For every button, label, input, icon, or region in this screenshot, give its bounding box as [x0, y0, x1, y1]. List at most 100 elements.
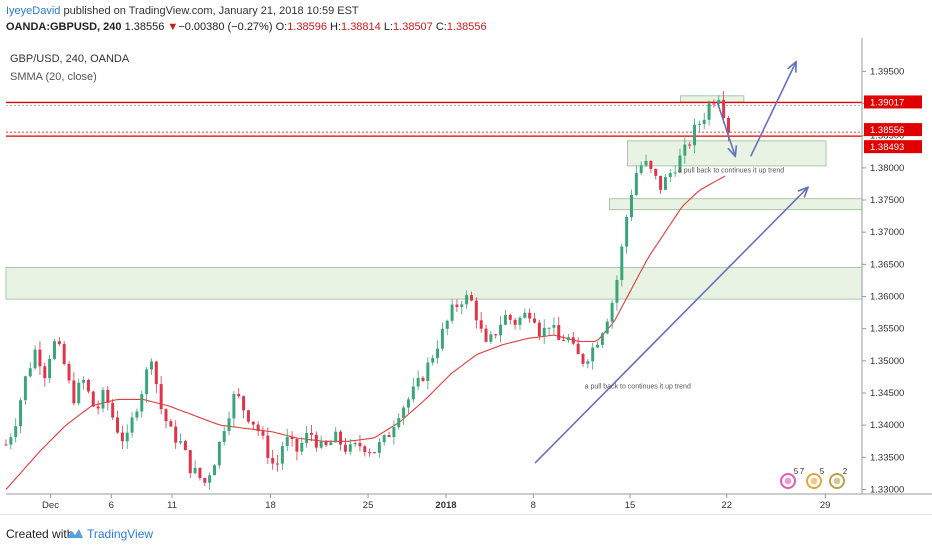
legend-indicator: SMMA (20, close): [10, 71, 97, 83]
candle-body: [343, 444, 347, 452]
candle-body: [557, 325, 561, 341]
candle-body: [174, 426, 178, 443]
candle-body: [213, 465, 216, 476]
candle-body: [426, 362, 430, 381]
candle-body: [455, 304, 459, 307]
candle-body: [397, 418, 401, 428]
down-triangle-icon: ▼: [167, 21, 179, 33]
candle-body: [106, 389, 110, 403]
candle-body: [305, 432, 309, 444]
candle-body: [610, 302, 614, 322]
candle-body: [537, 322, 541, 337]
candle-body: [290, 437, 294, 439]
candle-body: [232, 394, 236, 419]
candle-body: [518, 317, 522, 325]
x-tick-label: 22: [721, 500, 732, 511]
y-tick-label: 1.37500: [870, 195, 904, 206]
candle-body: [460, 304, 464, 307]
candle-body: [712, 103, 716, 105]
x-tick-label: 18: [265, 500, 276, 511]
annotation-text-1: a pull back to continues it up trend: [585, 384, 691, 391]
candle-body: [663, 177, 667, 190]
price-level-tag-label: 1.38556: [870, 125, 904, 136]
candle-body: [33, 349, 37, 369]
candle-body: [620, 246, 624, 280]
candle-body: [309, 432, 313, 435]
candle-body: [72, 380, 76, 404]
candle-body: [62, 344, 66, 365]
candle-body: [237, 394, 241, 397]
candle-body: [295, 438, 299, 452]
candle-body: [377, 442, 381, 453]
y-tick-label: 1.36000: [870, 292, 904, 303]
x-tick-label: 11: [167, 500, 177, 511]
calendar-badge-count: 2: [843, 467, 848, 476]
candle-body: [348, 444, 352, 452]
candle-body: [392, 427, 396, 438]
price-chart[interactable]: a pull back to continues it up trend a pu…: [0, 38, 932, 514]
candle-body: [562, 340, 566, 342]
axes: 1.33000 1.33500 1.34000 1.34500 1.35000 1.355…: [6, 38, 932, 511]
candle-body: [576, 343, 580, 355]
low-label: L:: [383, 21, 394, 33]
candle-body: [474, 300, 478, 321]
candle-body: [266, 435, 270, 458]
candle-body: [479, 320, 483, 329]
candle-body: [697, 124, 701, 126]
open-value: 1.38596: [287, 21, 327, 33]
x-tick-label: 6: [109, 500, 114, 511]
candle-body: [673, 172, 677, 174]
candle-body: [96, 406, 100, 409]
calendar-flag-dot: [810, 477, 818, 485]
candle-body: [542, 327, 546, 337]
candle-body: [440, 328, 444, 349]
price-level-tag-bg: [864, 95, 922, 109]
candle-body: [154, 361, 158, 385]
candle-body: [246, 410, 250, 422]
calendar-flag-dot: [784, 477, 792, 485]
y-tick-label: 1.34000: [870, 420, 904, 431]
candle-body: [431, 357, 435, 363]
last-price: 1.38556: [124, 21, 165, 33]
x-tick-label: 25: [363, 500, 374, 511]
candle-body: [547, 327, 551, 329]
candle-body: [469, 295, 473, 301]
candle-body: [707, 103, 711, 120]
candle-body: [77, 382, 81, 404]
candle-body: [208, 475, 212, 483]
candle-body: [382, 435, 386, 443]
support-zones: [5, 95, 863, 300]
candle-body: [533, 318, 537, 323]
candle-body: [23, 376, 27, 401]
high-value: 1.38814: [341, 21, 381, 33]
candle-body: [9, 437, 13, 445]
candle-body: [649, 160, 653, 169]
candle-body: [528, 312, 532, 319]
candle-body: [591, 347, 595, 362]
calendar-badge-count: 5: [794, 467, 799, 476]
candle-body: [552, 325, 556, 328]
candle-body: [625, 217, 629, 247]
candle-body: [217, 441, 221, 466]
author-link[interactable]: IyeyeDavid: [6, 5, 61, 17]
candle-body: [421, 377, 425, 381]
tradingview-brand-link[interactable]: TradingView: [87, 527, 154, 541]
zone-3: [680, 95, 745, 103]
zone-0: [5, 267, 863, 300]
y-tick-label: 1.39500: [870, 66, 904, 77]
price-level-tag-label: 1.38493: [870, 142, 904, 153]
published-text: published on TradingView.com, January 21…: [63, 5, 359, 17]
candle-body: [634, 173, 638, 195]
candle-body: [280, 446, 284, 464]
candle-body: [256, 424, 260, 432]
candle-body: [222, 431, 226, 442]
calendar-badge-count: 5: [820, 467, 825, 476]
price-level-tag-label: 1.39017: [870, 97, 904, 108]
x-tick-label: 8: [531, 500, 536, 511]
y-tick-label: 1.38500: [870, 131, 904, 142]
candle-body: [368, 452, 372, 454]
candle-body: [571, 337, 575, 344]
candle-body: [188, 450, 192, 474]
smma-line: [5, 175, 726, 490]
